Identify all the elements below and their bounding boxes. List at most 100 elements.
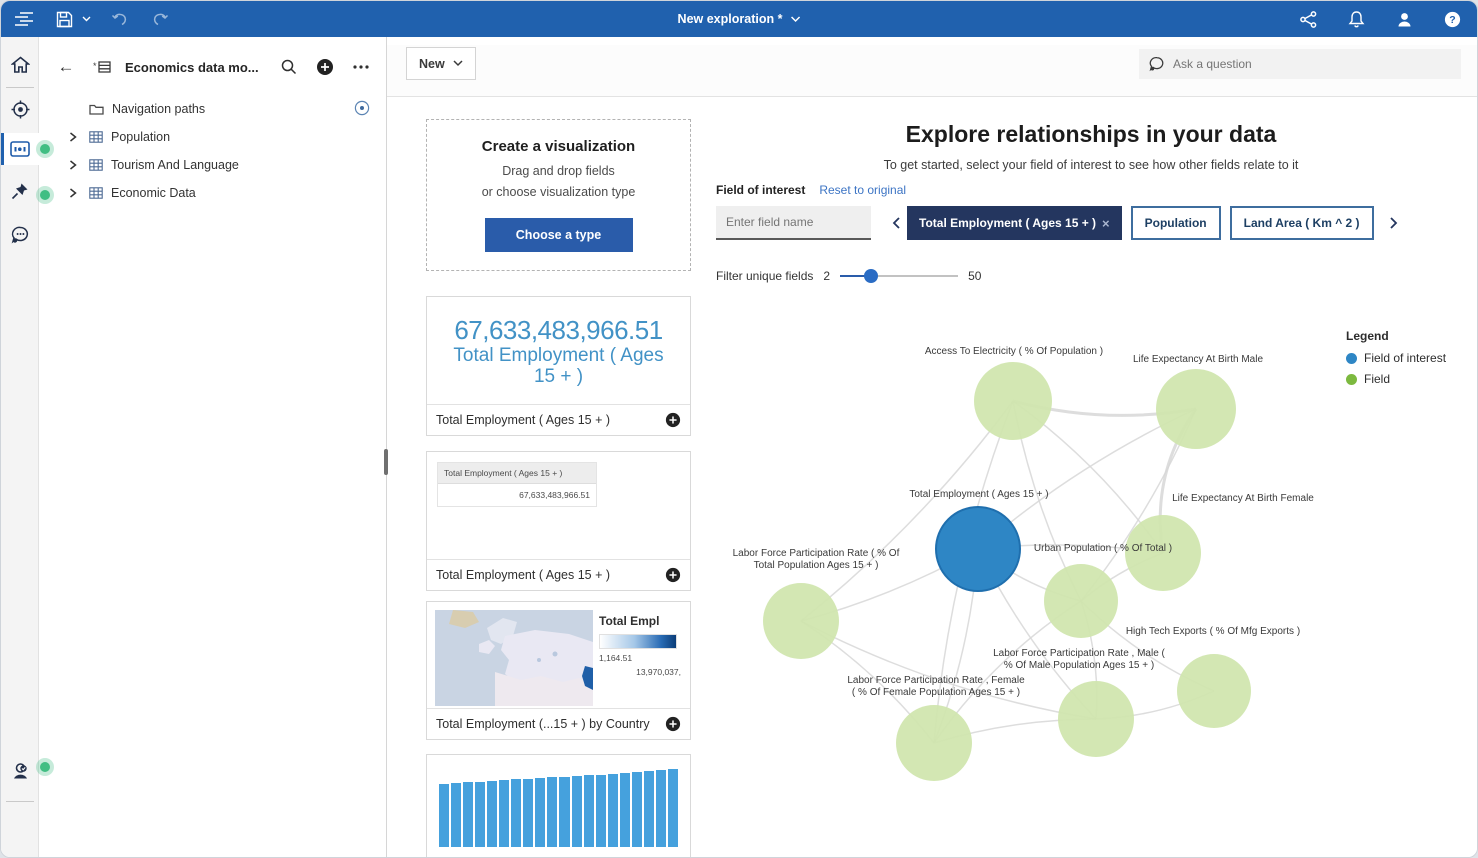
- map-visual[interactable]: [435, 610, 593, 706]
- new-button-label: New: [419, 56, 445, 71]
- redo-icon[interactable]: [147, 6, 173, 32]
- field-name-input[interactable]: [716, 206, 871, 240]
- back-arrow-icon[interactable]: ←: [57, 57, 75, 76]
- chip-label: Total Employment ( Ages 15 + ): [919, 216, 1097, 230]
- new-card-button[interactable]: New: [406, 47, 476, 80]
- kpi-suggestion-card: 67,633,483,966.51 Total Employment ( Age…: [426, 296, 691, 436]
- mini-table-visual[interactable]: Total Employment ( Ages 15 + ) 67,633,48…: [437, 462, 597, 507]
- reset-to-original-link[interactable]: Reset to original: [819, 183, 907, 197]
- bar: [643, 771, 654, 847]
- create-viz-hint-line1: Drag and drop fields: [502, 163, 615, 178]
- filter-slider-track[interactable]: [840, 269, 959, 283]
- home-icon[interactable]: [1, 49, 39, 81]
- assistant-chat-icon[interactable]: [1, 219, 39, 251]
- save-icon[interactable]: [51, 6, 77, 32]
- field-chips: Total Employment ( Ages 15 + ) × Populatio…: [907, 206, 1383, 240]
- filter-min-value: 2: [823, 269, 831, 283]
- network-node-laborTotal[interactable]: [763, 583, 839, 659]
- user-status-dot: [40, 762, 50, 772]
- bar: [499, 780, 510, 847]
- save-menu-chevron-icon[interactable]: [79, 6, 93, 32]
- network-node-employment[interactable]: [935, 506, 1021, 592]
- bar: [559, 776, 570, 847]
- top-app-bar: New exploration * ?: [1, 1, 1477, 37]
- tree-item-label: Tourism And Language: [111, 158, 239, 172]
- undo-icon[interactable]: [107, 6, 133, 32]
- source-tree: Navigation paths Population Tourism And La…: [39, 95, 386, 207]
- field-of-interest-label: Field of interest: [716, 183, 806, 197]
- relationship-network-diagram: Access To Electricity ( % Of Population …: [733, 346, 1314, 781]
- svg-text:?: ?: [1449, 14, 1455, 26]
- add-source-icon[interactable]: [312, 54, 338, 80]
- filter-slider-handle[interactable]: [864, 269, 879, 283]
- expand-chevron-icon[interactable]: [69, 188, 81, 198]
- main-menu-icon[interactable]: [11, 6, 37, 32]
- bar: [439, 783, 450, 847]
- table-suggestion-card: Total Employment ( Ages 15 + ) 67,633,48…: [426, 451, 691, 591]
- explore-compass-icon[interactable]: [1, 93, 39, 125]
- notifications-bell-icon[interactable]: [1343, 6, 1369, 32]
- network-node-lifeMale[interactable]: [1156, 369, 1236, 449]
- bar-chart-visual[interactable]: [439, 769, 678, 847]
- tree-item-population[interactable]: Population: [39, 123, 386, 151]
- user-verified-icon[interactable]: [1, 755, 39, 787]
- explore-subtitle: To get started, select your field of int…: [883, 158, 1299, 172]
- document-title-menu[interactable]: New exploration *: [678, 12, 801, 26]
- legend-item-field: Field: [1346, 372, 1446, 386]
- field-chip-total-employment-ages-15-[interactable]: Total Employment ( Ages 15 + ) ×: [907, 206, 1122, 240]
- network-node-highTech[interactable]: [1177, 654, 1251, 728]
- add-map-card-icon[interactable]: [665, 716, 681, 732]
- chips-scroll-left-icon[interactable]: [885, 206, 907, 240]
- main-canvas: New Create a visualization Drag and drop…: [384, 37, 1477, 857]
- network-node-laborMale[interactable]: [1058, 681, 1134, 757]
- add-table-card-icon[interactable]: [665, 567, 681, 583]
- account-person-icon[interactable]: [1391, 6, 1417, 32]
- network-node-lifeFemale[interactable]: [1125, 515, 1201, 591]
- tree-item-label: Economic Data: [111, 186, 196, 200]
- pins-icon[interactable]: [1, 175, 39, 207]
- panel-overflow-menu-icon[interactable]: [348, 54, 374, 80]
- chip-close-icon[interactable]: ×: [1102, 215, 1110, 231]
- tree-item-economic-data[interactable]: Economic Data: [39, 179, 386, 207]
- ask-a-question-box[interactable]: [1139, 49, 1461, 79]
- network-node-access[interactable]: [974, 362, 1052, 440]
- help-icon[interactable]: ?: [1439, 6, 1465, 32]
- field-of-interest-dot: [1346, 352, 1357, 364]
- map-legend-title: Total Empl: [599, 614, 660, 628]
- tree-item-label: Navigation paths: [112, 102, 206, 116]
- choose-a-type-button[interactable]: Choose a type: [484, 218, 633, 253]
- filter-unique-fields-label: Filter unique fields: [716, 269, 814, 283]
- search-icon[interactable]: [276, 54, 302, 80]
- table-icon: [89, 187, 103, 199]
- expand-chevron-icon[interactable]: [69, 132, 81, 142]
- bar: [475, 781, 486, 847]
- bar: [607, 773, 618, 847]
- network-node-label: High Tech Exports ( % Of Mfg Exports ): [1126, 626, 1300, 637]
- navigation-path-target-icon[interactable]: [354, 100, 370, 119]
- filter-max-value: 50: [968, 269, 982, 283]
- bar: [595, 774, 606, 847]
- expand-chevron-icon[interactable]: [69, 160, 81, 170]
- add-kpi-card-icon[interactable]: [665, 412, 681, 428]
- data-module-title[interactable]: Economics data mo...: [125, 59, 259, 75]
- network-node-label: Total Employment ( Ages 15 + ): [909, 489, 1048, 500]
- legend-title: Legend: [1346, 329, 1389, 343]
- chips-scroll-right-icon[interactable]: [1383, 206, 1405, 240]
- tree-item-navigation-paths[interactable]: Navigation paths: [39, 95, 386, 123]
- pins-status-dot: [40, 190, 50, 200]
- tree-item-tourism-and-language[interactable]: Tourism And Language: [39, 151, 386, 179]
- share-icon[interactable]: [1295, 6, 1321, 32]
- field-chip-population[interactable]: Population: [1130, 206, 1221, 240]
- bar-chart-suggestion-card: [426, 754, 691, 857]
- title-chevron-icon: [790, 15, 800, 22]
- field-chip-land-area-km-2-[interactable]: Land Area ( Km ^ 2 ): [1229, 206, 1374, 240]
- panel-scrollbar-thumb[interactable]: [384, 449, 388, 475]
- network-node-laborFemale[interactable]: [896, 705, 972, 781]
- kpi-visual[interactable]: 67,633,483,966.51 Total Employment ( Age…: [427, 297, 690, 405]
- ask-question-input[interactable]: [1173, 57, 1451, 71]
- sources-data-icon[interactable]: [1, 133, 39, 165]
- network-node-label: Life Expectancy At Birth Male: [1133, 354, 1264, 365]
- rail-divider-bottom: [6, 801, 34, 802]
- network-node-urban[interactable]: [1044, 564, 1118, 638]
- bar: [619, 772, 630, 847]
